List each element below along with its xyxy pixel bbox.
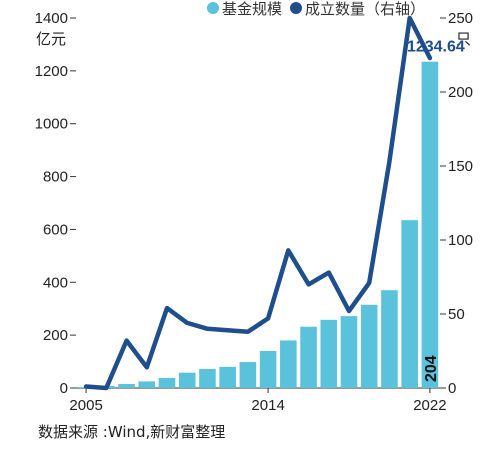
legend-line-label: 成立数量（右轴） — [305, 0, 425, 18]
bar-2010 — [178, 372, 196, 388]
bar-2017 — [320, 319, 338, 388]
annotation-rotated: 204 — [423, 355, 440, 382]
legend-bar-label: 基金规模 — [222, 0, 282, 18]
bar-2022 — [421, 61, 439, 389]
line-path — [83, 15, 433, 391]
x-axis-tick-label: 2005 — [69, 397, 102, 414]
source-note: 数据来源 :Wind,新财富整理 — [38, 423, 226, 441]
right-axis-tick-label: 50 — [448, 306, 465, 323]
bar-2009 — [158, 377, 176, 388]
left-axis-tick-label: 400 — [43, 274, 68, 291]
bar-2013 — [239, 362, 257, 388]
legend-bar-swatch — [207, 2, 219, 14]
bar-2019 — [360, 304, 378, 388]
left-axis-unit: 亿元 — [36, 30, 66, 48]
bar-2015 — [280, 340, 297, 388]
bar-2016 — [300, 326, 317, 388]
right-axis-tick-label: 100 — [448, 232, 473, 249]
bar-2008 — [138, 381, 156, 388]
bar-2021 — [401, 220, 418, 388]
line-series — [83, 15, 433, 391]
bar-2018 — [340, 316, 358, 388]
bar-2011 — [199, 368, 216, 388]
x-axis-tick-label: 2014 — [251, 397, 284, 414]
left-axis-tick-label: 0 — [60, 380, 68, 397]
bar-2007 — [118, 384, 135, 388]
legend-line-swatch — [290, 2, 302, 14]
right-axis-tick-label: 150 — [448, 158, 473, 175]
x-axis-tick-label: 2022 — [413, 397, 446, 414]
right-axis-tick-label: 0 — [448, 380, 456, 397]
bar-series — [77, 61, 439, 389]
right-axis-unit: 只 — [456, 30, 471, 48]
legend: 基金规模 成立数量（右轴） — [207, 0, 425, 18]
axis-ticks — [70, 17, 446, 393]
left-axis-tick-label: 800 — [43, 169, 68, 186]
axis-labels: 0 200 400 600 800 1000 1200 1400 亿元 0 50 100 150 200 2… — [35, 10, 473, 414]
left-axis-tick-label: 200 — [43, 327, 68, 344]
annotation-bar-last: 1234.64 — [407, 39, 465, 56]
bar-2020 — [381, 290, 398, 388]
right-axis-tick-label: 250 — [448, 10, 473, 27]
right-axis-tick-label: 200 — [448, 84, 473, 101]
bar-2014 — [259, 351, 277, 388]
left-axis-tick-label: 1400 — [35, 10, 68, 27]
left-axis-tick-label: 1200 — [35, 63, 68, 80]
left-axis-tick-label: 1000 — [35, 116, 68, 133]
left-axis-tick-label: 600 — [43, 221, 68, 238]
bar-2012 — [219, 366, 236, 388]
